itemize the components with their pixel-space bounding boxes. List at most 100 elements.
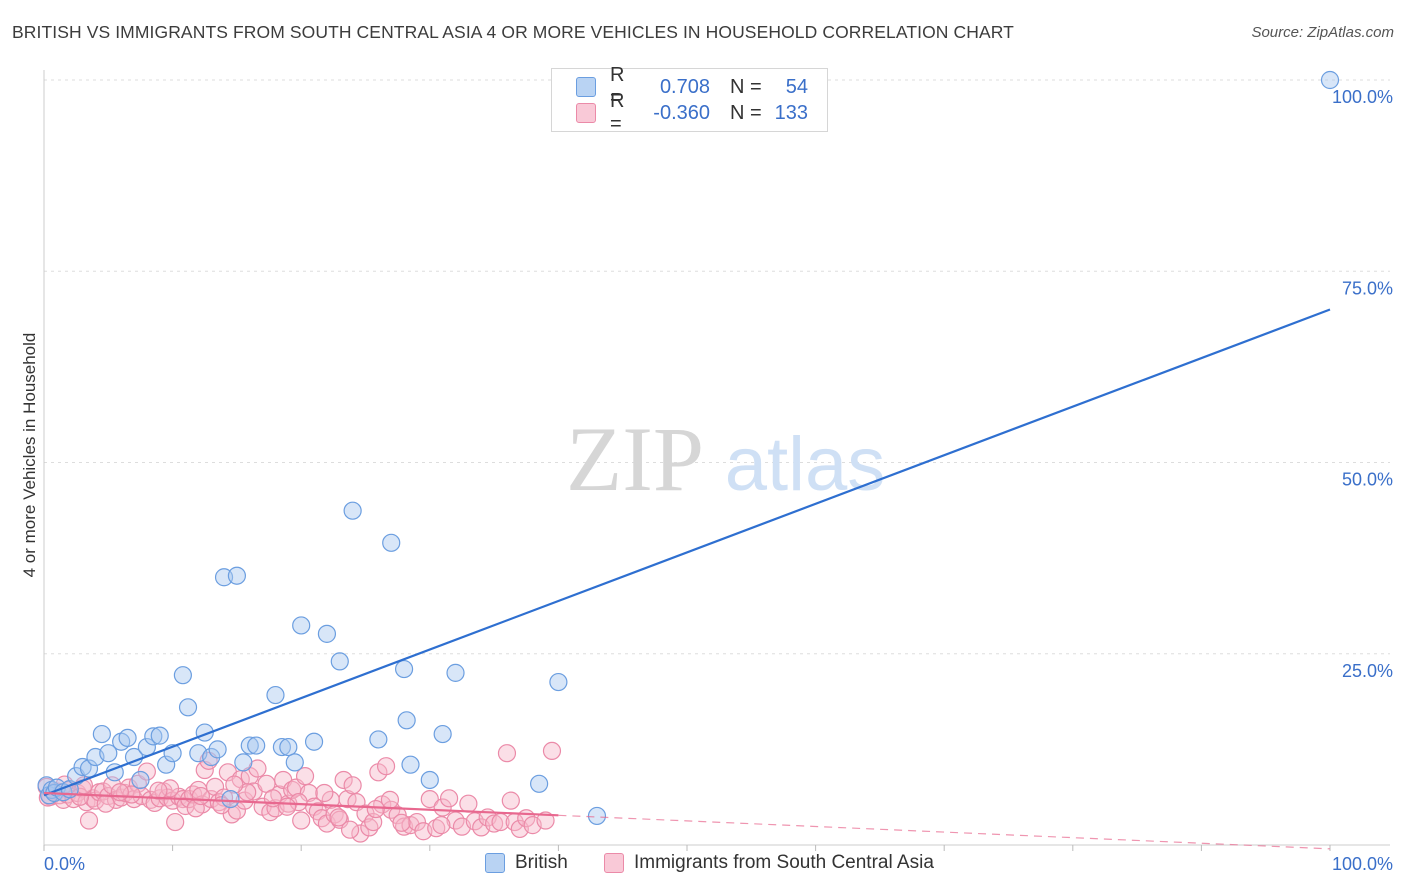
british-point bbox=[330, 652, 349, 671]
british-point bbox=[131, 770, 150, 790]
immigrants-point bbox=[366, 799, 385, 819]
british-point bbox=[247, 736, 266, 755]
british-point bbox=[240, 736, 259, 755]
legend-row-british: R = 0.708 N = 54 bbox=[576, 64, 808, 109]
british-point bbox=[343, 501, 362, 520]
immigrants-point bbox=[160, 779, 180, 798]
british-point bbox=[79, 759, 99, 778]
british-point bbox=[208, 740, 227, 759]
immigrants-point bbox=[329, 808, 348, 827]
x-tick-label: 100.0% bbox=[1332, 854, 1393, 874]
immigrants-point bbox=[542, 741, 562, 761]
immigrants-point bbox=[427, 819, 446, 838]
legend-row-immigrants: R = -0.360 N = 133 bbox=[576, 90, 808, 135]
immigrants-point bbox=[225, 775, 244, 794]
immigrants-point bbox=[432, 816, 451, 835]
british-point bbox=[92, 724, 111, 744]
immigrants-point bbox=[299, 783, 319, 803]
immigrants-point bbox=[340, 820, 360, 839]
immigrants-point bbox=[295, 767, 315, 786]
legend-n-value: 54 bbox=[785, 75, 808, 98]
british-point bbox=[369, 730, 388, 749]
immigrants-point bbox=[110, 783, 129, 802]
legend-n-label: N = bbox=[730, 101, 762, 124]
correlation-legend: R = 0.708 N = 54 R = -0.360 N = 133 bbox=[551, 64, 828, 135]
british-point bbox=[317, 624, 337, 643]
british-point bbox=[221, 789, 240, 809]
british-point bbox=[279, 737, 298, 757]
y-tick-label: 100.0% bbox=[1332, 87, 1393, 107]
british-point bbox=[1320, 70, 1340, 90]
watermark-atlas: atlas bbox=[725, 422, 886, 507]
british-point bbox=[530, 774, 549, 793]
british-point bbox=[272, 737, 292, 757]
immigrants-point bbox=[407, 812, 427, 832]
immigrants-point bbox=[536, 811, 555, 830]
immigrants-point bbox=[420, 789, 439, 809]
british-swatch bbox=[485, 853, 505, 873]
british-point bbox=[446, 663, 465, 682]
british-point bbox=[420, 770, 439, 790]
legend-item-british[interactable]: British bbox=[485, 852, 568, 874]
chart-title: BRITISH VS IMMIGRANTS FROM SOUTH CENTRAL… bbox=[12, 22, 1014, 42]
immigrants-point bbox=[96, 794, 115, 813]
immigrants-point bbox=[380, 790, 400, 809]
british-trend-line bbox=[43, 308, 1331, 797]
british-point bbox=[285, 753, 304, 772]
british-point bbox=[157, 755, 176, 774]
immigrants-point bbox=[292, 811, 311, 830]
immigrants-point bbox=[376, 757, 396, 776]
legend-n-value: 133 bbox=[774, 101, 808, 124]
axes bbox=[43, 70, 1390, 851]
british-point bbox=[234, 753, 253, 772]
british-point bbox=[266, 685, 285, 705]
immigrants-point bbox=[343, 776, 362, 795]
x-tick-label: 0.0% bbox=[44, 854, 85, 874]
british-point bbox=[227, 566, 246, 585]
british-point bbox=[397, 711, 416, 730]
trend-lines bbox=[43, 308, 1331, 850]
british-point bbox=[150, 726, 169, 745]
y-tick-label: 75.0% bbox=[1342, 278, 1393, 298]
immigrants-point bbox=[122, 785, 141, 804]
immigrants-point bbox=[501, 791, 520, 810]
immigrants-point bbox=[485, 814, 504, 833]
immigrants-point bbox=[70, 787, 90, 806]
source-credit: Source: ZipAtlas.com bbox=[1251, 24, 1394, 41]
immigrants-point bbox=[149, 781, 168, 800]
british-swatch bbox=[576, 77, 596, 97]
immigrants-point bbox=[315, 783, 334, 803]
immigrants-swatch bbox=[576, 103, 596, 123]
british-point bbox=[394, 659, 414, 679]
british-point bbox=[549, 672, 568, 692]
immigrants-point bbox=[439, 789, 459, 808]
british-point bbox=[173, 666, 192, 685]
immigrants-point bbox=[79, 811, 99, 830]
grid-lines bbox=[44, 79, 1390, 655]
british-point bbox=[99, 744, 118, 763]
immigrants-trend-line bbox=[43, 791, 559, 817]
immigrants-point bbox=[351, 824, 370, 843]
british-point bbox=[587, 806, 607, 826]
british-point bbox=[73, 757, 92, 777]
immigrants-swatch bbox=[604, 853, 624, 873]
british-point bbox=[118, 728, 137, 748]
legend-item-immigrants[interactable]: Immigrants from South Central Asia bbox=[604, 852, 934, 874]
immigrants-point bbox=[277, 797, 297, 816]
immigrants-trend-extension bbox=[558, 814, 1331, 850]
immigrants-point bbox=[166, 812, 185, 832]
legend-n-label: N = bbox=[730, 75, 762, 98]
immigrants-point bbox=[334, 770, 353, 790]
y-tick-label: 25.0% bbox=[1342, 661, 1393, 681]
immigrants-point bbox=[497, 744, 517, 763]
legend-label-british: British bbox=[515, 852, 568, 873]
british-point bbox=[144, 727, 163, 746]
immigrants-point bbox=[392, 813, 411, 832]
y-axis-label: 4 or more Vehicles in Household bbox=[20, 332, 39, 578]
british-point bbox=[292, 616, 311, 635]
legend-r-label: R = bbox=[610, 90, 625, 135]
legend-r-value: 0.708 bbox=[659, 75, 710, 98]
immigrants-point bbox=[289, 793, 308, 812]
legend-r-label: R = bbox=[610, 64, 625, 109]
